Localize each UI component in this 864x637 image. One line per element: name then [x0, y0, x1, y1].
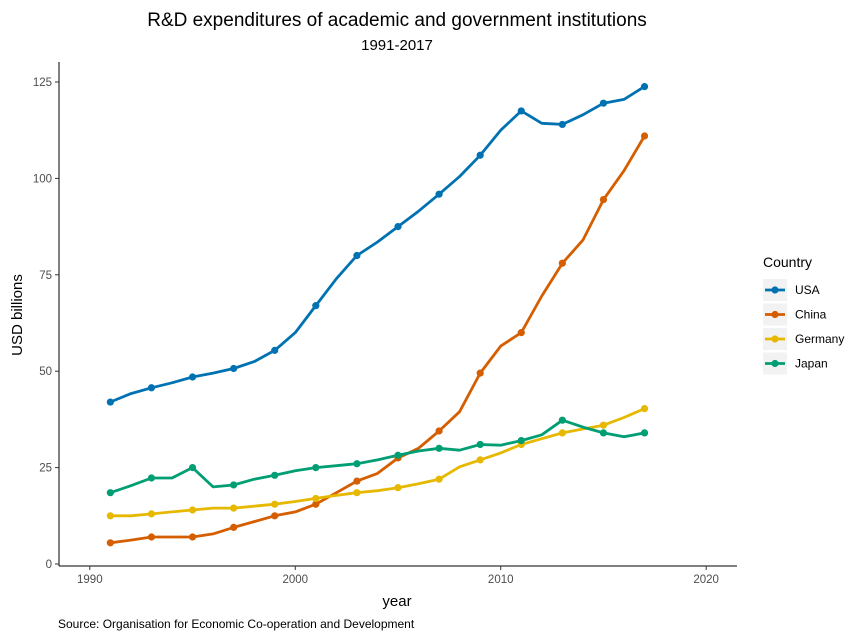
- data-point-usa: [188, 373, 197, 381]
- data-point-germany: [230, 504, 238, 512]
- y-tick-label: 75: [39, 270, 52, 282]
- data-point-japan: [435, 444, 443, 452]
- data-point-germany: [312, 494, 320, 503]
- y-tick-label: 25: [39, 463, 52, 475]
- data-point-germany: [394, 484, 402, 492]
- data-point-germany: [476, 456, 484, 464]
- data-point-japan: [188, 464, 197, 472]
- data-point-japan: [312, 464, 320, 472]
- data-point-japan: [394, 451, 402, 459]
- data-point-china: [640, 132, 649, 140]
- legend-items: USA China Germany Japan: [763, 279, 844, 375]
- x-tick-label: 2000: [282, 574, 308, 586]
- data-point-germany: [435, 475, 443, 483]
- x-tick-label: 1990: [77, 574, 103, 586]
- data-point-japan: [476, 440, 484, 449]
- data-point-germany: [147, 510, 156, 518]
- chart-caption: Source: Organisation for Economic Co-ope…: [58, 617, 415, 631]
- data-point-china: [271, 512, 279, 520]
- data-point-germany: [271, 500, 279, 508]
- data-point-japan: [599, 429, 608, 437]
- data-point-china: [476, 369, 484, 377]
- legend-key-point: [771, 335, 779, 343]
- legend-key-point: [771, 359, 779, 368]
- legend-label: Germany: [795, 332, 844, 346]
- series-line-japan: [109, 418, 646, 495]
- y-tick-label: 100: [33, 173, 52, 185]
- series-line-china: [109, 134, 646, 545]
- legend-title: Country: [763, 254, 812, 270]
- data-point-japan: [230, 481, 238, 489]
- x-tick-label: 2020: [693, 574, 719, 586]
- chart-subtitle: 1991-2017: [361, 37, 433, 54]
- data-point-usa: [106, 398, 114, 406]
- y-tick-label: 125: [33, 77, 52, 89]
- legend-label: USA: [795, 283, 820, 297]
- data-point-usa: [517, 107, 525, 115]
- legend: Country USA China Germany Japan: [763, 254, 844, 375]
- series-line-germany: [109, 407, 646, 518]
- x-axis-title: year: [382, 593, 411, 610]
- y-axis-ticks: 0 25 50 75 100 125: [33, 77, 59, 571]
- data-point-germany: [353, 489, 361, 497]
- data-point-china: [147, 533, 156, 541]
- data-point-germany: [106, 512, 114, 520]
- data-point-china: [435, 427, 443, 435]
- chart-title: R&D expenditures of academic and governm…: [147, 10, 647, 31]
- data-point-china: [517, 329, 525, 337]
- y-axis-title: USD billions: [9, 274, 26, 356]
- data-point-usa: [640, 83, 649, 91]
- legend-key-point: [771, 286, 779, 294]
- legend-item-china: China: [763, 303, 827, 326]
- data-point-usa: [230, 364, 238, 373]
- data-point-china: [312, 500, 320, 508]
- y-tick-label: 50: [39, 366, 52, 378]
- legend-item-japan: Japan: [763, 352, 828, 375]
- data-point-usa: [271, 346, 279, 354]
- data-point-usa: [599, 99, 608, 107]
- data-point-japan: [640, 429, 649, 437]
- data-point-china: [230, 523, 238, 531]
- data-point-china: [188, 533, 197, 541]
- series-line-usa: [109, 85, 646, 404]
- data-point-germany: [188, 506, 197, 514]
- series-points: [106, 83, 649, 547]
- data-point-germany: [599, 421, 608, 429]
- x-axis-ticks: 1990 2000 2010 2020: [77, 566, 719, 586]
- data-point-china: [599, 196, 608, 204]
- data-point-china: [353, 477, 361, 485]
- legend-label: Japan: [795, 357, 828, 371]
- data-point-usa: [394, 223, 402, 231]
- data-point-germany: [558, 429, 566, 437]
- data-point-usa: [558, 120, 566, 129]
- data-point-japan: [271, 471, 279, 479]
- data-point-usa: [476, 151, 484, 159]
- series-lines: [109, 85, 646, 545]
- data-point-japan: [106, 489, 114, 497]
- legend-key-point: [771, 310, 779, 319]
- data-point-china: [558, 259, 566, 267]
- x-tick-label: 2010: [488, 574, 514, 586]
- data-point-germany: [640, 405, 649, 413]
- legend-item-germany: Germany: [763, 328, 844, 350]
- data-point-usa: [147, 384, 156, 392]
- data-point-japan: [517, 437, 525, 445]
- plot-area: 1990 2000 2010 2020 0 25 50 75 100 125: [33, 62, 737, 586]
- data-point-japan: [147, 474, 156, 482]
- y-tick-label: 0: [46, 559, 52, 571]
- data-point-usa: [312, 302, 320, 310]
- data-point-usa: [353, 251, 361, 260]
- data-point-usa: [435, 190, 443, 198]
- data-point-japan: [558, 416, 566, 424]
- legend-label: China: [795, 308, 827, 322]
- legend-item-usa: USA: [763, 279, 820, 301]
- data-point-japan: [353, 460, 361, 468]
- data-point-china: [106, 539, 114, 547]
